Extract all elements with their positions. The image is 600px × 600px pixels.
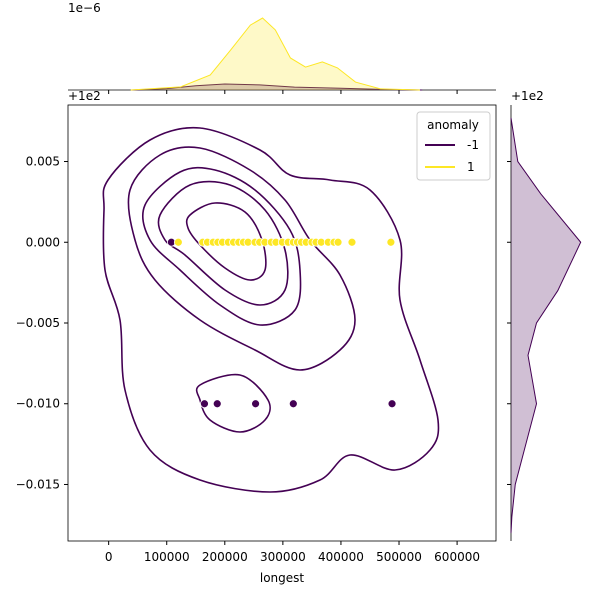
- point: [333, 237, 343, 247]
- kde-contours: [102, 126, 440, 493]
- density-fill: [511, 117, 581, 533]
- density-line: [130, 17, 420, 91]
- contour: [157, 180, 289, 306]
- offset-label: +1e2: [511, 89, 544, 103]
- x-tick-label: 500000: [376, 550, 422, 564]
- y-tick-label: −0.005: [16, 316, 60, 330]
- point: [251, 399, 260, 409]
- x-tick-label: 300000: [260, 550, 306, 564]
- legend-label: -1: [467, 138, 479, 152]
- point: [387, 399, 397, 409]
- x-axis-label: longest: [260, 571, 305, 585]
- y-tick-label: 0.000: [26, 235, 60, 249]
- offset-label: 1e−6: [68, 1, 101, 15]
- point: [200, 399, 209, 409]
- point: [288, 399, 298, 409]
- y-tick-label: 0.005: [26, 155, 60, 169]
- x-tick-label: 200000: [202, 550, 248, 564]
- point: [347, 237, 357, 247]
- legend: anomaly -1 1: [416, 111, 491, 181]
- x-tick-label: 0: [105, 550, 113, 564]
- x-tick-label: 400000: [318, 550, 364, 564]
- point: [212, 399, 222, 409]
- contour: [195, 373, 271, 433]
- y-tick-label: −0.015: [16, 477, 60, 491]
- contour: [102, 126, 440, 493]
- contour: [185, 202, 267, 281]
- legend-label: 1: [467, 160, 475, 174]
- density-fill: [130, 18, 420, 90]
- x-tick-label: 100000: [144, 550, 190, 564]
- point: [173, 237, 183, 247]
- x-tick-label: 600000: [434, 550, 480, 564]
- legend-title: anomaly: [427, 118, 479, 132]
- contour: [127, 146, 356, 371]
- offset-label: +1e2: [68, 89, 101, 103]
- point: [386, 237, 396, 247]
- contour: [142, 166, 302, 326]
- density-line: [510, 117, 582, 533]
- y-tick-label: −0.010: [16, 397, 60, 411]
